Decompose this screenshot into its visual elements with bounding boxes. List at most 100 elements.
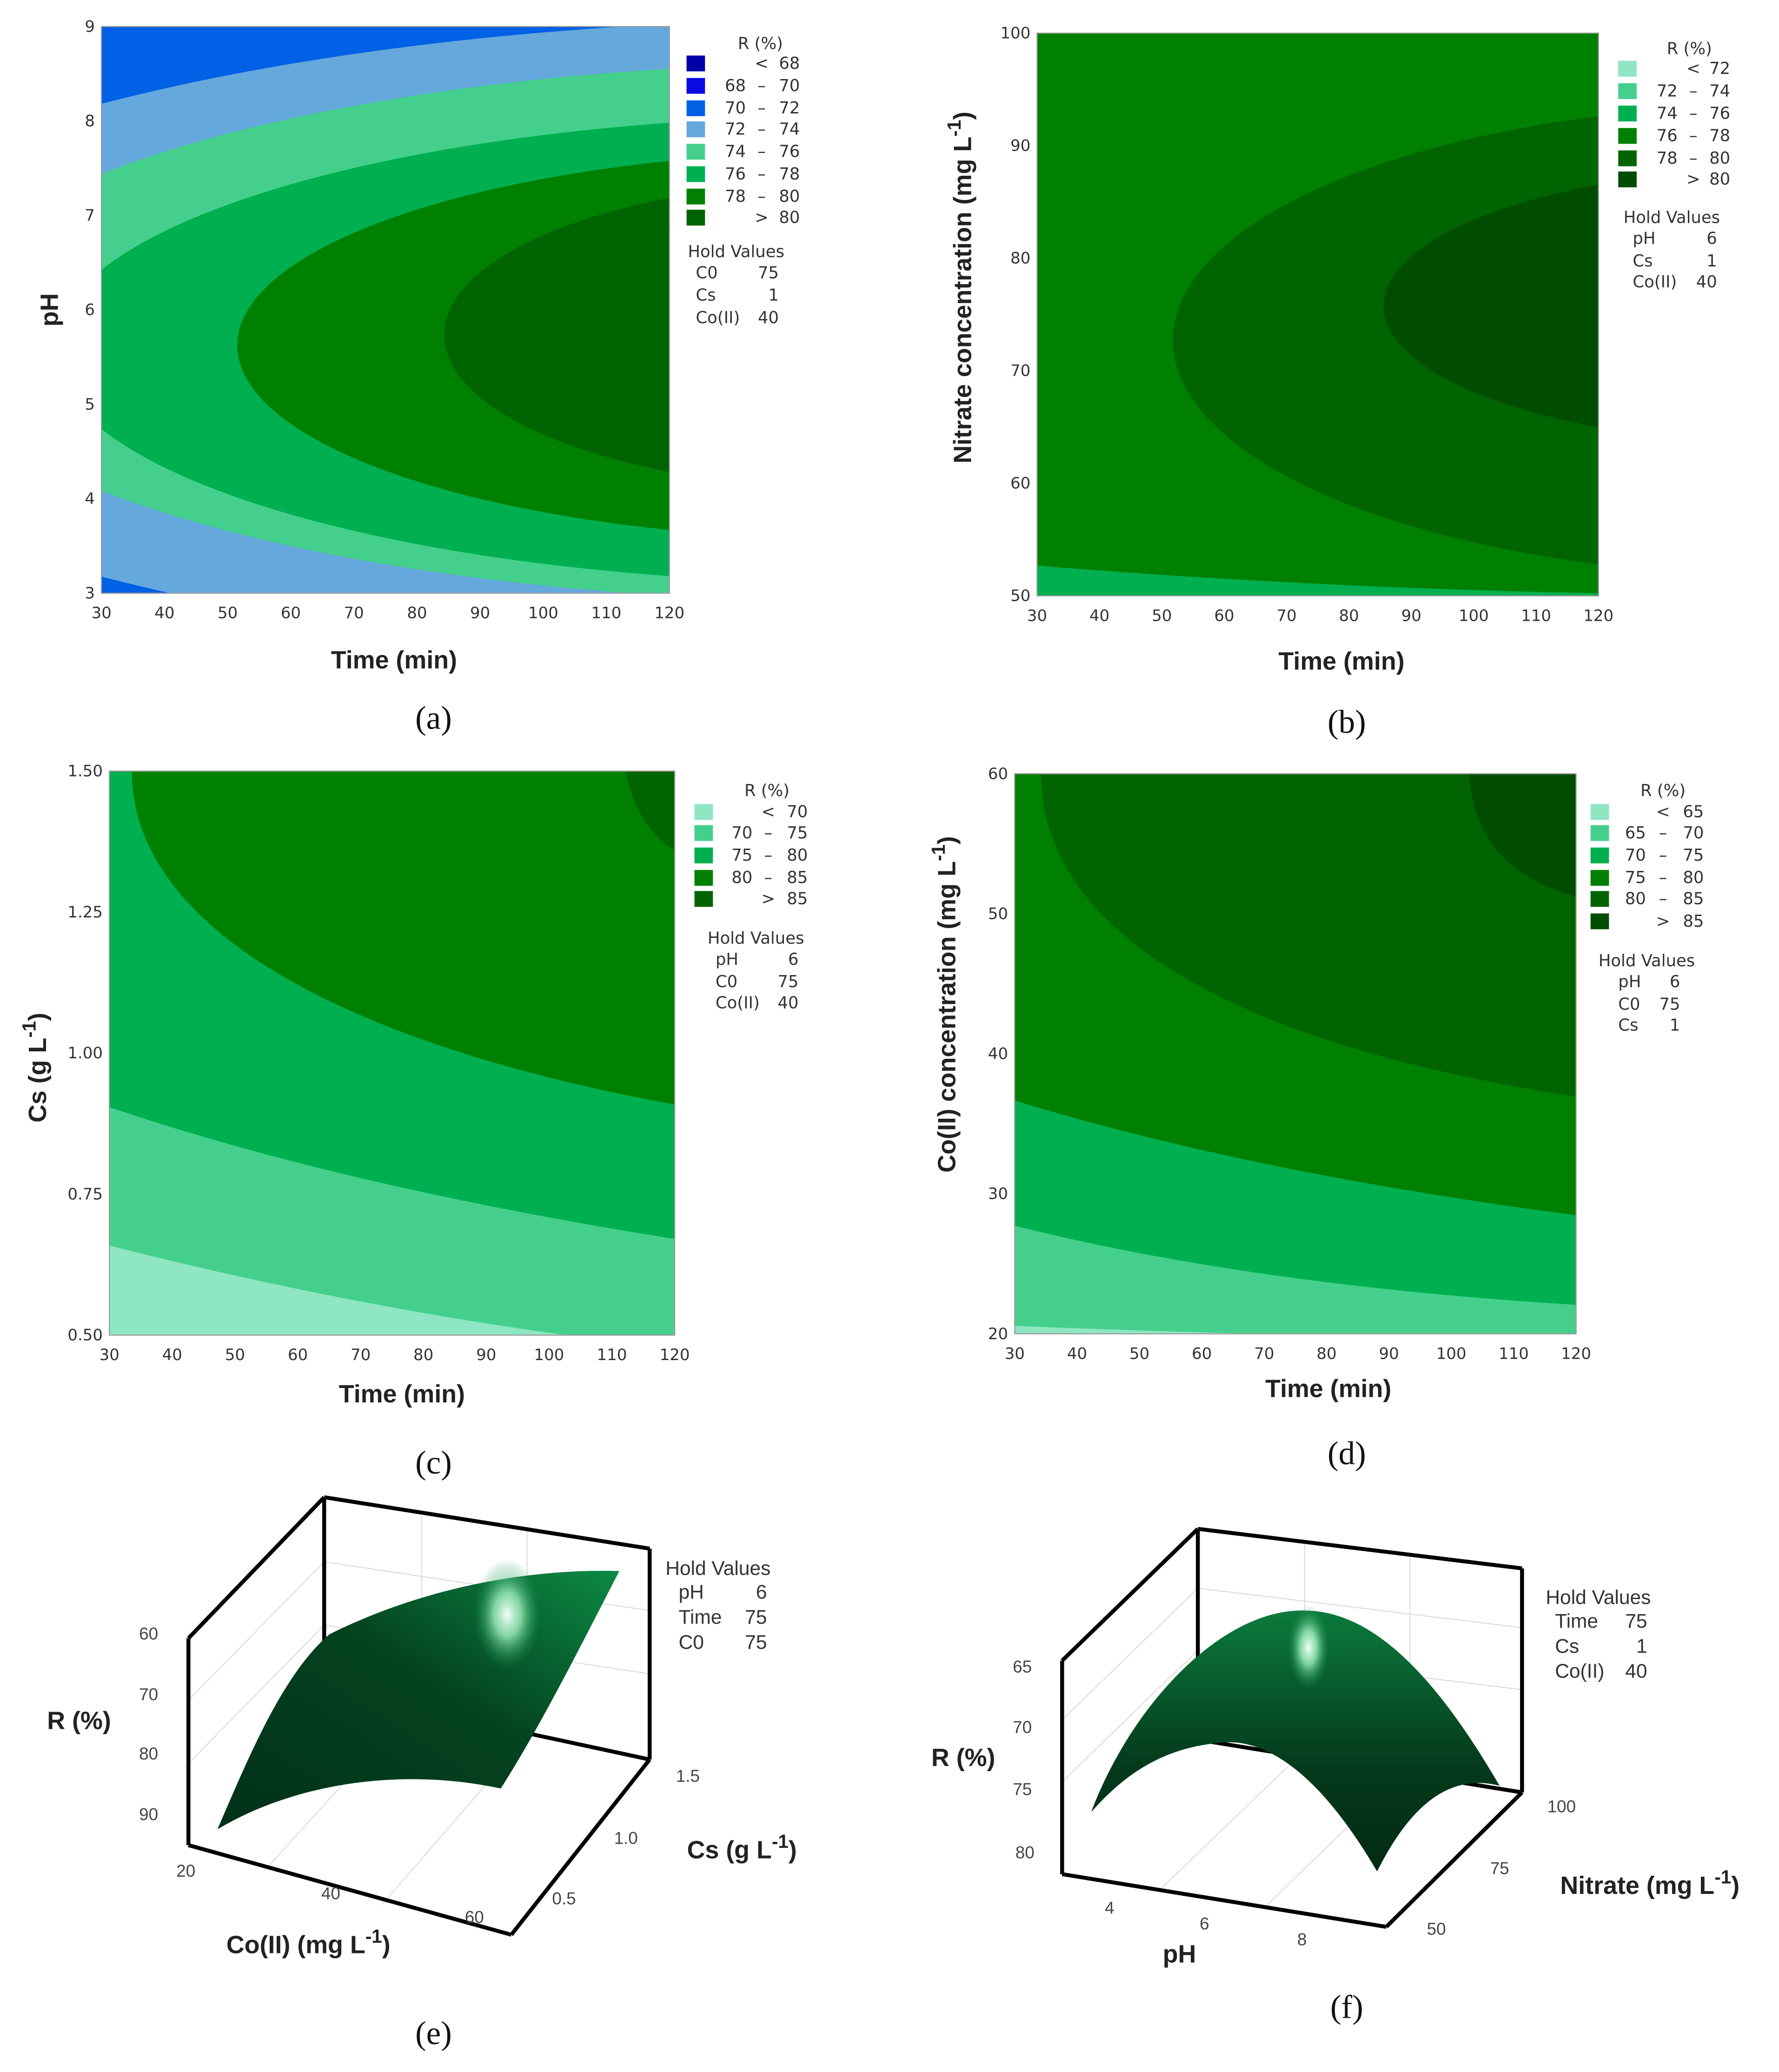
- legend-high: 80: [787, 846, 808, 865]
- x-axis-label: Time (min): [331, 646, 457, 674]
- axis-label-main: Cs (g L: [24, 1038, 52, 1122]
- legend-separator: –: [1659, 846, 1667, 865]
- legend-swatch: [694, 804, 713, 820]
- legend-low: 76: [725, 165, 746, 184]
- panel-caption: (e): [415, 2015, 452, 2052]
- legend-swatch: [1590, 825, 1609, 841]
- axis-label: Co(II) concentration (mg L-1): [928, 836, 961, 1173]
- legend-item: 75–80: [694, 846, 808, 865]
- grid-line: [1062, 1587, 1198, 1720]
- hold-value: 6: [788, 950, 799, 969]
- legend-swatch: [686, 188, 705, 205]
- hold-value: 1: [1670, 1016, 1680, 1035]
- axis-label-main: Co(II) (mg L: [226, 1931, 365, 1959]
- x-tick-label: 40: [1067, 1344, 1087, 1363]
- y-tick-label: 50: [988, 904, 1008, 923]
- legend-item: >85: [1590, 912, 1704, 931]
- legend-high: 78: [1709, 126, 1730, 146]
- y-tick-label: 7: [85, 206, 95, 225]
- y-tick-label: 30: [988, 1185, 1008, 1203]
- legend-separator: –: [764, 846, 772, 865]
- legend-high: 75: [1683, 846, 1704, 865]
- legend-title: R (%): [1640, 781, 1686, 800]
- legend-item: 78–80: [686, 187, 800, 206]
- legend-swatch: [1618, 150, 1637, 166]
- y-tick-label: 0.50: [67, 1326, 103, 1345]
- x-tick-label: 70: [1276, 606, 1296, 625]
- legend-swatch: [1618, 106, 1637, 122]
- legend-high: 80: [1709, 170, 1730, 189]
- box-edge: [1062, 1872, 1387, 1929]
- legend-separator: –: [1689, 81, 1698, 100]
- hold-value: 75: [1625, 1610, 1647, 1632]
- legend-swatch: [1618, 171, 1637, 187]
- legend-separator: –: [764, 823, 772, 843]
- grid-line: [1062, 1649, 1198, 1782]
- x-tick-label: 80: [407, 604, 427, 623]
- axis-label: Nitrate concentration (mg L-1): [943, 112, 977, 464]
- legend-low: 72: [725, 120, 746, 139]
- hold-values: Hold Values pH 6 C0 75 Co(II) 40: [708, 929, 804, 1013]
- legend-separator: <: [1656, 803, 1670, 822]
- contour-band: [444, 198, 670, 472]
- x-tick-label: 90: [470, 604, 490, 623]
- hold-value: 1: [1636, 1635, 1647, 1657]
- axis-label-end: ): [789, 1836, 797, 1864]
- legend-high: 74: [1709, 81, 1730, 100]
- x-tick-label: 100: [528, 604, 558, 623]
- hold-value-name: Cs: [1555, 1635, 1579, 1657]
- legend-swatch: [694, 825, 713, 841]
- axis-label-sup: -1: [772, 1831, 789, 1852]
- hold-values-title: Hold Values: [688, 242, 784, 261]
- legend-separator: –: [764, 868, 772, 887]
- axis-label-main: pH: [36, 293, 64, 327]
- legend-low: 65: [1625, 823, 1646, 843]
- x-tick-label: 80: [1339, 606, 1359, 625]
- legend-swatch: [1590, 913, 1609, 930]
- hold-value: 75: [777, 972, 798, 991]
- y-tick-label: 4: [85, 490, 95, 508]
- x-axis-label: Time (min): [1279, 647, 1405, 675]
- z-tick-label: 70: [139, 1685, 158, 1704]
- hold-values: Hold Values C0 75 Cs 1 Co(II) 40: [688, 242, 784, 327]
- legend-separator: –: [1659, 823, 1667, 843]
- legend-item: 80–85: [694, 868, 808, 887]
- legend-item: 68–70: [686, 76, 800, 95]
- x-tick-label: 80: [413, 1346, 433, 1364]
- axis-label-sup: -1: [943, 120, 965, 137]
- y-tick-label: 1.50: [67, 762, 103, 781]
- legend-high: 76: [1709, 104, 1730, 123]
- y-tick-label: 1.25: [67, 903, 103, 922]
- legend-low: 68: [725, 76, 746, 95]
- legend-separator: –: [1689, 126, 1698, 146]
- hold-values-title: Hold Values: [1599, 951, 1695, 970]
- hold-value: 6: [1706, 229, 1717, 248]
- hold-value-name: Co(II): [716, 993, 760, 1012]
- y-tick-label: 1.5: [676, 1767, 700, 1786]
- legend-item: <68: [686, 54, 800, 73]
- z-tick-label: 90: [139, 1805, 158, 1824]
- contour-bands: [1037, 33, 1599, 596]
- hold-values-title: Hold Values: [665, 1558, 770, 1580]
- legend-separator: –: [1689, 149, 1698, 168]
- y-tick-label: 50: [1010, 587, 1030, 605]
- legend-swatch: [694, 891, 713, 907]
- legend-swatch: [1590, 870, 1609, 886]
- y-tick-label: 8: [85, 112, 95, 131]
- x-tick-label: 60: [465, 1907, 484, 1926]
- x-tick-label: 60: [288, 1346, 308, 1364]
- contour-band: [132, 771, 675, 1105]
- legend-high: 80: [1683, 868, 1704, 887]
- hold-value-name: Time: [1555, 1610, 1598, 1632]
- legend-item: 80–85: [1590, 890, 1704, 909]
- axis-label-end: ): [382, 1931, 391, 1959]
- hold-values-title: Hold Values: [708, 929, 804, 948]
- x-tick-label: 50: [1152, 606, 1172, 625]
- surface-plot-e: 60 70 80 90 20 40 60 0.5 1.0 1.5 R (%) Co(II) (mg L…: [47, 1495, 797, 2052]
- hold-value: 75: [745, 1607, 767, 1628]
- hold-value-name: Cs: [696, 286, 716, 305]
- hold-value: 40: [1625, 1660, 1647, 1682]
- axis-label-end: ): [933, 836, 961, 844]
